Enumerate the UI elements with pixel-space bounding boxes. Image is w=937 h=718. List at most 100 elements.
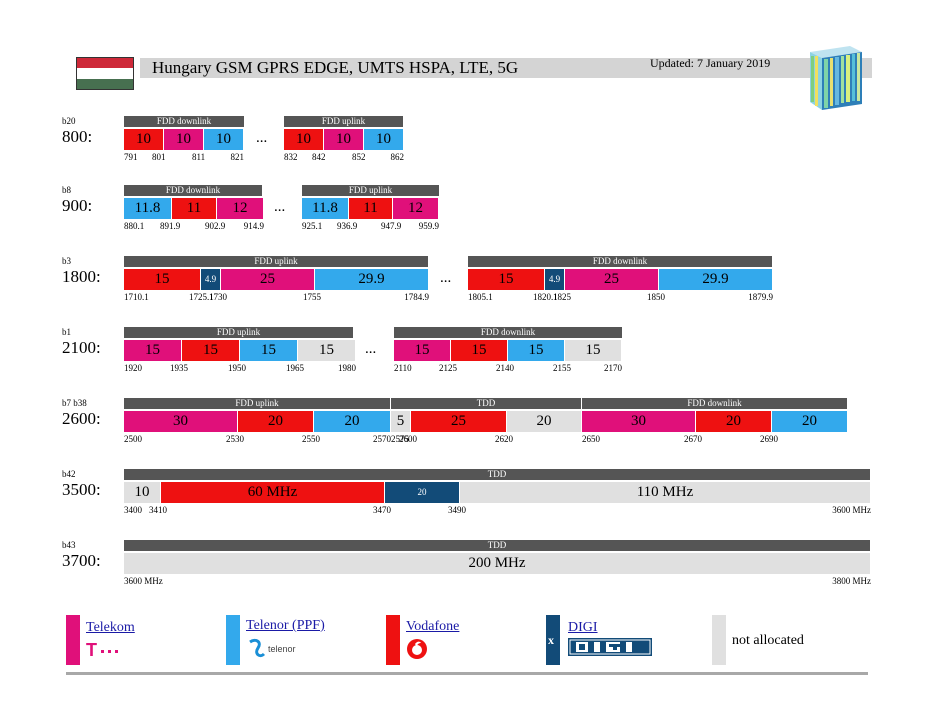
segment-header: FDD downlink — [124, 185, 262, 196]
frequency-tick: 1825 — [553, 292, 571, 302]
frequency-tick: 2550 — [302, 434, 320, 444]
band-code: b8 — [62, 185, 71, 195]
spectrum-block-unallocated: 20 — [507, 411, 582, 432]
digi-marker: x — [548, 633, 554, 647]
spectrum-block-telekom: 10 — [324, 129, 364, 150]
title-bar — [140, 58, 872, 78]
frequency-tick: 3600 MHz — [124, 576, 163, 586]
spectrum-block-telenor: 15 — [240, 340, 298, 361]
band-separator: ... — [274, 199, 286, 215]
frequency-tick: 811 — [192, 152, 206, 162]
spectrum-block-telekom: 10 — [164, 129, 204, 150]
spectrum-block-telekom: 15 — [394, 340, 451, 361]
band-name: 3700: — [62, 551, 101, 570]
footer-divider — [66, 672, 868, 675]
segment-header: TDD — [391, 398, 581, 409]
band-separator: ... — [256, 130, 268, 146]
frequency-tick: 842 — [312, 152, 326, 162]
spectrum-cube-logo-icon — [810, 46, 862, 110]
legend-link-telenor[interactable]: Telenor (PPF) — [246, 618, 325, 633]
frequency-tick: 1950 — [228, 363, 246, 373]
spectrum-block-telenor: 20 — [314, 411, 391, 432]
spectrum-block-vodafone: 15 — [468, 269, 545, 290]
frequency-tick: 2140 — [496, 363, 514, 373]
legend-swatch-vodafone — [386, 615, 400, 665]
spectrum-block-digi: 4.9 — [545, 269, 565, 290]
legend-link-telekom[interactable]: Telekom — [86, 620, 135, 635]
frequency-tick: 880.1 — [124, 221, 145, 231]
frequency-tick: 2570 — [373, 434, 391, 444]
spectrum-block-telekom: 15 — [124, 340, 182, 361]
band-separator: ... — [440, 270, 452, 286]
frequency-tick: 2650 — [582, 434, 600, 444]
frequency-tick: 1935 — [170, 363, 188, 373]
frequency-tick: 2690 — [760, 434, 778, 444]
frequency-tick: 1920 — [124, 363, 142, 373]
spectrum-block-telenor: 11.8 — [302, 198, 349, 219]
spectrum-block-vodafone: 20 — [238, 411, 314, 432]
frequency-tick: 1784.9 — [404, 292, 429, 302]
spectrum-block-digi: 20 — [385, 482, 460, 503]
spectrum-block-telenor: 10 — [364, 129, 404, 150]
band-code: b1 — [62, 327, 71, 337]
frequency-tick: 3800 MHz — [832, 576, 871, 586]
segment-header: FDD uplink — [124, 327, 353, 338]
spectrum-block-vodafone: 11 — [349, 198, 393, 219]
band-name: 3500: — [62, 480, 101, 499]
band-name: 800: — [62, 127, 93, 146]
frequency-tick: 1820.1 — [533, 292, 558, 302]
band-name: 1800: — [62, 267, 101, 286]
segment-header: TDD — [124, 540, 870, 551]
spectrum-block-telekom: 25 — [565, 269, 659, 290]
frequency-tick: 3400 — [124, 505, 142, 515]
frequency-tick: 925.1 — [302, 221, 323, 231]
frequency-tick: 801 — [152, 152, 166, 162]
spectrum-block-unallocated: 5 — [391, 411, 411, 432]
frequency-tick: 2110 — [394, 363, 412, 373]
frequency-tick: 2670 — [684, 434, 702, 444]
spectrum-block-unallocated: 110 MHz — [460, 482, 871, 503]
band-code: b43 — [62, 540, 76, 550]
page-title: Hungary GSM GPRS EDGE, UMTS HSPA, LTE, 5… — [152, 58, 519, 77]
vodafone-logo-icon — [407, 639, 427, 659]
band-name: 2100: — [62, 338, 101, 357]
legend-link-vodafone[interactable]: Vodafone — [406, 619, 460, 634]
frequency-tick: 959.9 — [418, 221, 439, 231]
legend-swatch-telenor — [226, 615, 240, 665]
legend-label-unallocated: not allocated — [732, 633, 804, 648]
band-name: 2600: — [62, 409, 101, 428]
legend-link-digi[interactable]: DIGI — [568, 620, 598, 635]
spectrum-block-telenor: 20 — [772, 411, 848, 432]
frequency-tick: 3600 MHz — [832, 505, 871, 515]
spectrum-block-telekom: 25 — [221, 269, 315, 290]
frequency-tick: 1879.9 — [748, 292, 773, 302]
segment-header: FDD downlink — [582, 398, 847, 409]
spectrum-block-telekom: 30 — [124, 411, 238, 432]
frequency-tick: 3470 — [373, 505, 391, 515]
frequency-tick: 1710.1 — [124, 292, 149, 302]
spectrum-block-vodafone: 10 — [124, 129, 164, 150]
frequency-tick: 936.9 — [337, 221, 358, 231]
spectrum-block-vodafone: 15 — [451, 340, 508, 361]
frequency-tick: 891.9 — [160, 221, 181, 231]
spectrum-block-vodafone: 10 — [284, 129, 324, 150]
segment-header: FDD downlink — [468, 256, 772, 267]
frequency-tick: 1755 — [303, 292, 321, 302]
spectrum-block-telenor: 11.8 — [124, 198, 172, 219]
frequency-tick: 914.9 — [243, 221, 264, 231]
frequency-tick: 3490 — [448, 505, 466, 515]
frequency-tick: 1725.1 — [189, 292, 214, 302]
segment-header: FDD downlink — [394, 327, 622, 338]
frequency-tick: 1965 — [286, 363, 304, 373]
band-code: b42 — [62, 469, 76, 479]
frequency-tick: 821 — [230, 152, 245, 162]
frequency-tick: 832 — [284, 152, 298, 162]
spectrum-block-telenor: 15 — [508, 340, 565, 361]
spectrum-block-unallocated: 200 MHz — [124, 553, 871, 574]
spectrum-block-vodafone: 25 — [411, 411, 507, 432]
spectrum-block-vodafone: 11 — [172, 198, 217, 219]
telenor-logo-icon: telenor — [249, 638, 296, 658]
segment-header: FDD downlink — [124, 116, 244, 127]
segment-header: FDD uplink — [124, 398, 390, 409]
digi-logo-icon — [568, 638, 652, 656]
